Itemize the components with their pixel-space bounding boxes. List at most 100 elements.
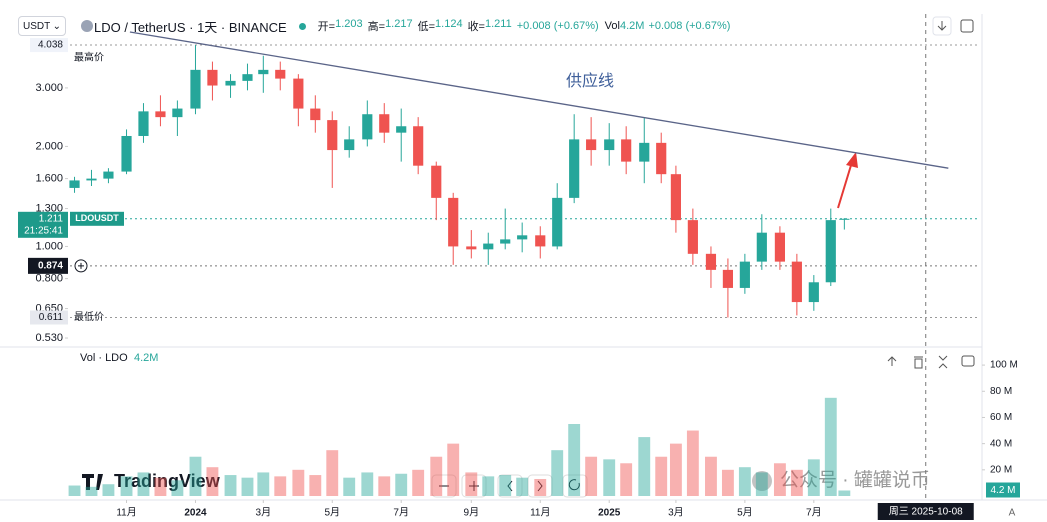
volume-bar (738, 467, 751, 496)
candle-body (656, 142, 667, 175)
candle-body (535, 235, 546, 247)
candle-body (138, 111, 149, 136)
volume-bar (412, 469, 425, 496)
y2-tick-label: 20 M (990, 464, 1012, 475)
symbol[interactable]: LDO / TetherUS · 1天 · BINANCE (94, 19, 287, 35)
volume-bar (171, 480, 184, 496)
x-tick-label: 3月 (668, 507, 684, 519)
candle-body (839, 218, 850, 220)
volume-last-label: 4.2 M (990, 485, 1015, 496)
change: +0.008 (+0.67%) (516, 20, 599, 32)
x-tick-label: 3月 (256, 507, 272, 519)
volume-bar (224, 475, 237, 496)
x-tick-label: 11月 (116, 507, 136, 519)
arrow (837, 161, 853, 209)
x-tick-label: 2025 (598, 508, 621, 519)
add-alert-plus (78, 262, 84, 269)
candle-body (639, 142, 650, 162)
volume-bar (241, 477, 254, 496)
button[interactable] (960, 19, 974, 33)
high-label-box (30, 38, 68, 53)
volume-bar (534, 478, 547, 496)
candle-body (687, 220, 698, 254)
reset[interactable] (562, 474, 588, 498)
volume-bar (326, 450, 339, 496)
last-price-box (18, 211, 68, 238)
volume-bar (705, 456, 717, 496)
currency: USDT (23, 20, 51, 32)
volume-bar (137, 472, 150, 496)
candle-body (207, 69, 218, 86)
candle-body (275, 69, 286, 79)
candle-body (344, 139, 355, 151)
volume-bar (655, 456, 668, 496)
candle-body (774, 232, 785, 262)
x-tick-label: 2024 (184, 508, 207, 519)
volume-bar (482, 476, 495, 496)
scroll-left[interactable] (497, 474, 523, 498)
volume-bar (395, 473, 408, 496)
candle-body (225, 80, 236, 86)
candle-body (448, 197, 459, 247)
low-label-box (30, 310, 68, 325)
volume-bar (274, 476, 287, 496)
crosshair-y-box (28, 257, 68, 274)
volume-bar (361, 472, 374, 496)
volume-bar (309, 475, 322, 496)
candle-body (86, 178, 97, 181)
legend-value: 1.217 (385, 18, 413, 30)
y-tick-label: 1.300 (35, 202, 63, 214)
icon (937, 21, 947, 31)
volume-bar (669, 443, 682, 496)
legend-value: 1.124 (435, 18, 463, 30)
legend-value: 1.203 (335, 18, 363, 30)
volume-bar (773, 463, 786, 496)
logo-mark (82, 474, 103, 490)
y-tick-label: 3.000 (35, 82, 63, 94)
legend-value: 1.211 (485, 18, 512, 30)
button[interactable] (961, 355, 975, 367)
volume-bar (638, 437, 651, 496)
candle-body (293, 78, 304, 109)
y2-tick-label: 100 M (990, 360, 1018, 371)
annotation: 供应线 (566, 71, 614, 90)
volume-bar (790, 469, 803, 496)
ohlc-legend: 开= 1.203 高= 1.217 低= 1.124 收= 1.211 (318, 18, 517, 34)
scroll-right[interactable] (527, 474, 553, 498)
candle-body (413, 126, 424, 166)
vol-value: 4.2M (619, 20, 645, 32)
volume-bar (68, 485, 81, 496)
currency-select[interactable]: USDT ⌄ (18, 16, 66, 36)
candle-body (379, 114, 390, 133)
y2-tick-label: 60 M (990, 412, 1012, 423)
button[interactable] (914, 356, 923, 369)
candle-body (310, 108, 321, 121)
button[interactable] (938, 355, 948, 369)
status-dot (298, 22, 306, 30)
volume-last-box (986, 482, 1020, 498)
candle-body (466, 246, 477, 250)
button[interactable] (887, 356, 897, 366)
candle-body (396, 126, 407, 133)
volume-bar (292, 469, 305, 496)
candle-body (791, 261, 802, 303)
candle-body (670, 174, 681, 221)
top-buttons (932, 16, 974, 36)
volume-bar (603, 459, 616, 496)
volume-bar (85, 486, 98, 496)
watermark: 公众号 · 罐罐说币 (752, 469, 930, 491)
legend-label: 高= (367, 21, 386, 33)
volume-bar (516, 477, 529, 496)
candle-body (722, 269, 733, 288)
high-value: 4.038 (38, 40, 63, 51)
candle-body (483, 243, 494, 250)
x-tick-label: 9月 (464, 507, 480, 519)
scale-mode[interactable]: A (1009, 508, 1016, 519)
y-tick-label: 2.000 (35, 140, 63, 152)
volume-bar (430, 456, 443, 496)
symbol-box (70, 211, 124, 226)
button[interactable] (932, 16, 952, 36)
x-tick-label: 5月 (737, 507, 753, 519)
volume-bar (447, 443, 460, 496)
volume-bar (206, 467, 219, 496)
